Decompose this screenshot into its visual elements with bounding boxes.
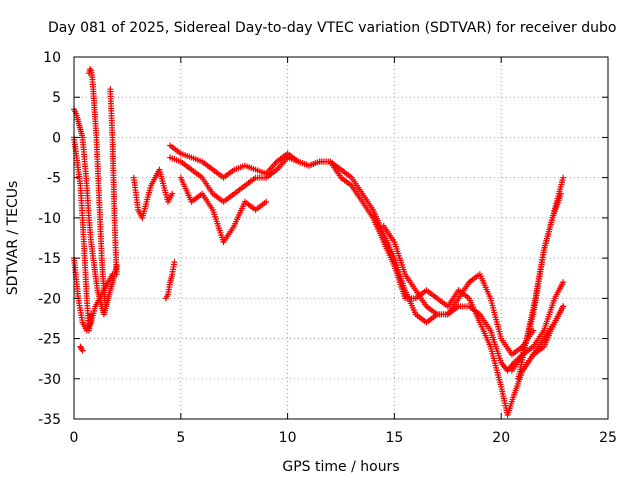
series-trace-b	[71, 106, 120, 318]
data-point	[560, 174, 567, 181]
data-point	[171, 259, 178, 266]
series-trace-e	[107, 86, 120, 278]
y-tick-label: 10	[43, 50, 61, 66]
data-point	[103, 303, 110, 310]
y-tick-label: -30	[38, 372, 61, 388]
x-axis-label: GPS time / hours	[282, 459, 399, 475]
y-tick-label: -35	[38, 412, 61, 428]
y-tick-label: -10	[38, 211, 61, 227]
y-tick-label: -15	[38, 251, 61, 267]
series-trace-k	[177, 174, 270, 246]
x-tick-label: 5	[176, 430, 185, 446]
data-point	[558, 190, 565, 197]
x-tick-label: 10	[279, 430, 297, 446]
series-trace-d	[71, 134, 95, 334]
y-tick-label: -20	[38, 291, 61, 307]
series-trace-f	[77, 343, 86, 354]
series-trace-n	[515, 190, 565, 382]
y-tick-label: -25	[38, 332, 61, 348]
x-tick-label: 20	[492, 430, 510, 446]
data-points	[71, 66, 567, 418]
series-trace-o	[519, 303, 567, 374]
series-trace-j	[167, 154, 567, 418]
y-tick-label: -5	[47, 171, 61, 187]
series-trace-h	[162, 259, 178, 302]
chart-title: Day 081 of 2025, Sidereal Day-to-day VTE…	[48, 20, 616, 36]
x-tick-label: 15	[385, 430, 403, 446]
y-axis-label: SDTVAR / TECUs	[5, 181, 21, 296]
y-tick-label: 0	[52, 130, 61, 146]
y-tick-label: 5	[52, 90, 61, 106]
data-point	[169, 190, 176, 197]
data-point	[88, 311, 95, 318]
x-tick-label: 25	[599, 430, 617, 446]
data-point	[113, 271, 120, 278]
series-trace-g	[130, 166, 176, 221]
x-tick-label: 0	[70, 430, 79, 446]
data-point	[560, 303, 567, 310]
axis-ticks: 0 5 10 15 20 25 10 5 0 -5 -10 -15 -20 -25 -30 -35	[38, 50, 617, 446]
plot-frame	[73, 56, 609, 420]
data-point	[560, 279, 567, 286]
data-point	[263, 198, 270, 205]
data-point	[79, 347, 86, 354]
series-trace-c	[85, 66, 110, 310]
